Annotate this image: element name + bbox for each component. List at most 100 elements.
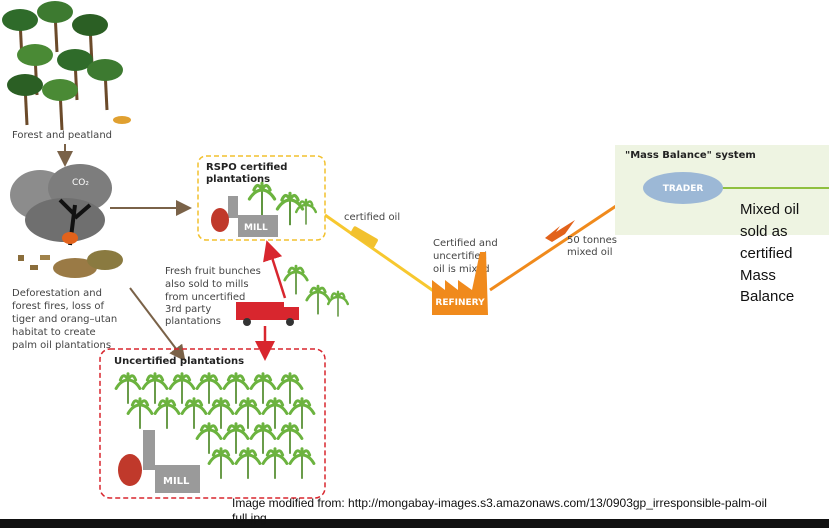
tree-part: [155, 380, 167, 389]
arrow: [268, 245, 285, 298]
text-line: Balance: [740, 288, 794, 305]
tree-part: [318, 292, 329, 300]
uncertified-title: Uncertified plantations: [114, 356, 244, 367]
tree-part: [224, 380, 236, 389]
tree-part: [221, 455, 233, 464]
tree-part: [248, 455, 260, 464]
tree-part: [209, 430, 221, 439]
tree-part: [285, 272, 296, 280]
tree-part: [236, 405, 248, 414]
tree-part: [116, 380, 128, 389]
refinery-note: Certified and uncertified oil is mixed: [433, 238, 501, 275]
cleared-land: [18, 250, 123, 278]
oil-flow: [325, 215, 435, 292]
tree-part: [167, 405, 179, 414]
tree-part: [290, 430, 302, 439]
tree-part: [182, 405, 194, 414]
tree-part: [87, 59, 123, 81]
tree-part: [306, 205, 316, 212]
text-line: certified: [740, 245, 793, 262]
tree-part: [113, 116, 131, 124]
text-line: mixed oil: [567, 247, 612, 258]
tree-part: [128, 380, 140, 389]
text-line: from uncertified: [165, 292, 245, 303]
tree-part: [236, 380, 248, 389]
tree-part: [155, 405, 167, 414]
text-line: Deforestation and: [12, 288, 102, 299]
tree-part: [302, 455, 314, 464]
diagram: Forest and peatland CO₂ Deforestation an…: [0, 0, 829, 528]
tree-part: [2, 9, 38, 31]
mill-label: MILL: [163, 476, 190, 487]
shipment-text: 50 tonnes mixed oil: [567, 235, 620, 258]
forest-label: Forest and peatland: [12, 130, 112, 141]
tree-part: [143, 380, 155, 389]
tree-part: [224, 430, 236, 439]
tree-part: [7, 74, 43, 96]
certified-title: RSPO certified plantations: [206, 162, 291, 185]
tree-part: [275, 405, 287, 414]
tree-part: [262, 190, 275, 199]
text-line: sold as: [740, 223, 788, 240]
forest-illustration: [2, 1, 131, 130]
text-line: Mixed oil: [740, 201, 799, 218]
tree-part: [236, 430, 248, 439]
tree-part: [209, 405, 221, 414]
tree-part: [263, 430, 275, 439]
tree-part: [182, 380, 194, 389]
text-line: full.jpg: [232, 511, 267, 525]
tree-part: [249, 190, 262, 199]
tree-part: [251, 430, 263, 439]
outcome-text: Mixed oil sold as certified Mass Balance: [740, 201, 803, 305]
tree-part: [194, 405, 206, 414]
text-line: Image modified from: http://mongabay-ima…: [232, 496, 767, 510]
tree-part: [140, 405, 152, 414]
bottom-bar: [0, 519, 829, 528]
tree-part: [17, 44, 53, 66]
tree-part: [197, 430, 209, 439]
tree-part: [338, 297, 348, 304]
smoke-cloud: [10, 164, 112, 245]
mill-label: MILL: [244, 223, 268, 233]
text-line: Mass: [740, 267, 776, 284]
text-line: habitat to create: [12, 327, 96, 338]
text-line: forest fires, loss of: [12, 301, 105, 312]
deforestation-text: Deforestation and forest fires, loss of …: [12, 288, 120, 351]
text-line: RSPO certified: [206, 162, 287, 173]
tree-part: [209, 455, 221, 464]
tree-part: [42, 79, 78, 101]
tree-part: [290, 380, 302, 389]
tree-part: [263, 380, 275, 389]
tree-part: [278, 430, 290, 439]
tree-part: [251, 380, 263, 389]
tree-part: [307, 292, 318, 300]
text-line: Fresh fruit bunches: [165, 266, 261, 277]
text-line: also sold to mills: [165, 279, 249, 290]
tree-part: [263, 405, 275, 414]
tree-part: [209, 380, 221, 389]
tree-part: [128, 405, 140, 414]
truck: [236, 302, 299, 326]
text-line: palm oil plantations: [12, 340, 111, 351]
tree-part: [302, 405, 314, 414]
tree-part: [278, 380, 290, 389]
text-line: tiger and orang–utan: [12, 314, 117, 325]
tree-part: [296, 272, 307, 280]
tree-part: [72, 14, 108, 36]
tree-part: [236, 455, 248, 464]
tanker: [349, 226, 378, 249]
tree-part: [248, 405, 260, 414]
tree-part: [197, 380, 209, 389]
text-line: 3rd party: [165, 304, 211, 315]
tree-part: [170, 380, 182, 389]
tree-part: [290, 405, 302, 414]
mass-balance-title: "Mass Balance" system: [625, 150, 756, 161]
tree-part: [275, 455, 287, 464]
tree-part: [277, 200, 290, 209]
tree-part: [221, 405, 233, 414]
tree-part: [37, 1, 73, 23]
text-line: plantations: [165, 316, 221, 327]
co2-label: CO₂: [72, 178, 89, 188]
refinery-label: REFINERY: [435, 298, 485, 308]
text-line: Certified and: [433, 238, 498, 249]
